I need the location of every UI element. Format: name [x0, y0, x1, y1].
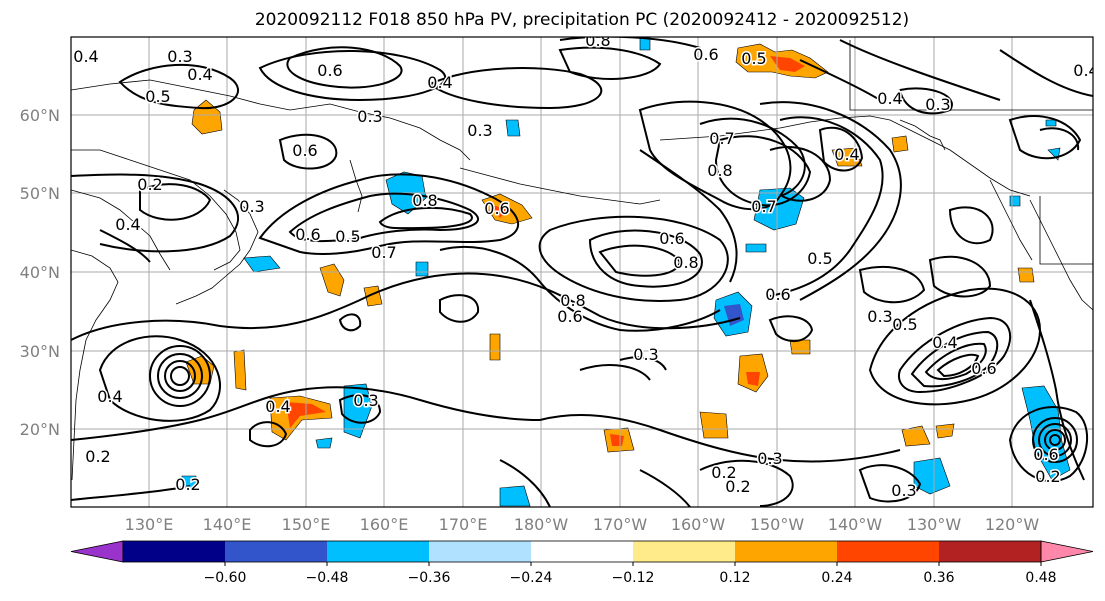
contour-label: 0.6: [765, 285, 790, 304]
contour-label: 0.3: [353, 391, 378, 410]
lon-label: 150°E: [282, 515, 331, 534]
contour-label: 0.6: [292, 141, 317, 160]
contour-label: 0.2: [137, 175, 162, 194]
contour-label: 0.6: [484, 199, 509, 218]
colorbar-tick-label: −0.48: [306, 570, 349, 586]
contour-label: 0.7: [751, 197, 776, 216]
contour-label: 0.7: [709, 129, 734, 148]
colorbar-swatch: [735, 541, 838, 562]
colorbar-extend-low: [70, 540, 124, 563]
lon-label: 180°W: [514, 515, 569, 534]
contour-label: 0.8: [673, 253, 698, 272]
contour-label: 0.4: [427, 73, 452, 92]
colorbar-tick-label: −0.60: [204, 570, 247, 586]
contour-label: 0.7: [371, 243, 396, 262]
contour-label: 0.3: [467, 121, 492, 140]
contour-label: 0.8: [585, 31, 610, 50]
colorbar-tick-label: 0.48: [1025, 570, 1056, 586]
colorbar-swatch: [837, 541, 940, 562]
lat-label: 50°N: [20, 184, 60, 203]
colorbar-tick-label: 0.36: [923, 570, 954, 586]
colorbar-tick-label: 0.24: [821, 570, 852, 586]
lat-label: 40°N: [20, 263, 60, 282]
colorbar: −0.60 −0.48 −0.36 −0.24 −0.12 0.12 0.24 0.36 0.4…: [70, 540, 1094, 586]
lon-label: 120°W: [985, 515, 1040, 534]
contour-label: 0.2: [175, 475, 200, 494]
contour-label: 0.6: [557, 307, 582, 326]
contour-label: 0.2: [725, 477, 750, 496]
colorbar-swatch: [429, 541, 532, 562]
colorbar-outline: [122, 540, 1042, 563]
colorbar-extend-high: [1040, 540, 1094, 563]
contour-label: 0.3: [357, 107, 382, 126]
contour-label: 0.2: [1035, 467, 1060, 486]
colorbar-tick-label: −0.24: [510, 570, 553, 586]
lat-label: 30°N: [20, 342, 60, 361]
colorbar-swatch: [531, 541, 634, 562]
contour-label: 0.8: [412, 191, 437, 210]
gridlines: [71, 37, 1093, 507]
lon-label: 170°W: [593, 515, 648, 534]
contour-labels: 0.4 0.30.40.50.60.30.40.80.6 0.50.4 0.30.40…: [72, 31, 1098, 502]
contour-label: 0.8: [560, 291, 585, 310]
lat-label: 20°N: [20, 420, 60, 439]
contour-label: 0.6: [317, 61, 342, 80]
contour-label: 0.6: [971, 359, 996, 378]
contour-label: 0.6: [1033, 445, 1058, 464]
contour-label: 0.4: [97, 387, 122, 406]
colorbar-tick-label: −0.12: [612, 570, 655, 586]
contour-label: 0.2: [711, 463, 736, 482]
lon-label: 160°E: [360, 515, 409, 534]
contour-label: 0.6: [295, 225, 320, 244]
contour-label: 0.5: [741, 49, 766, 68]
contour-label: 0.4: [877, 89, 902, 108]
contour-label: 0.6: [693, 45, 718, 64]
contour-label: 0.4: [1073, 61, 1098, 80]
lon-label: 150°W: [750, 515, 805, 534]
lon-label: 160°W: [671, 515, 726, 534]
colorbar-swatch: [225, 541, 328, 562]
contour-label: 0.5: [892, 315, 917, 334]
contour-label: 0.3: [925, 95, 950, 114]
contour-label: 0.4: [265, 397, 290, 416]
lat-label: 60°N: [20, 106, 60, 125]
contour-label: 0.4: [932, 333, 957, 352]
lon-label: 170°E: [439, 515, 488, 534]
contour-label: 0.3: [633, 345, 658, 364]
coastlines: [71, 40, 1093, 481]
lon-label: 140°W: [828, 515, 883, 534]
colorbar-tick-label: −0.36: [408, 570, 451, 586]
contour-label: 0.3: [891, 481, 916, 500]
colorbar-swatch: [123, 541, 226, 562]
lon-label: 140°E: [203, 515, 252, 534]
contour-label: 0.5: [145, 87, 170, 106]
contour-label: 0.3: [167, 47, 192, 66]
contour-label: 0.4: [187, 65, 212, 84]
map-frame: [70, 36, 1094, 508]
contour-label: 0.3: [757, 449, 782, 468]
contour-label: 0.4: [115, 215, 140, 234]
colorbar-swatch: [939, 541, 1042, 562]
contour-label: 0.5: [335, 227, 360, 246]
longitude-labels: 130°E 140°E 150°E 160°E 170°E 180°W 170°…: [125, 515, 1040, 534]
contour-label: 0.2: [85, 447, 110, 466]
map-title: 2020092112 F018 850 hPa PV, precipitatio…: [255, 10, 909, 30]
contour-label: 0.4: [834, 145, 859, 164]
contour-label: 0.8: [707, 161, 732, 180]
colorbar-swatch: [633, 541, 736, 562]
contour-label: 0.6: [659, 229, 684, 248]
lon-label: 130°E: [125, 515, 174, 534]
lon-label: 130°W: [907, 515, 962, 534]
contour-label: 0.3: [239, 197, 264, 216]
contour-label: 0.4: [73, 47, 98, 66]
colorbar-swatch: [327, 541, 430, 562]
colorbar-tick-label: 0.12: [719, 570, 750, 586]
contour-label: 0.3: [867, 307, 892, 326]
contour-label: 0.5: [807, 249, 832, 268]
latitude-labels: 60°N 50°N 40°N 30°N 20°N: [20, 106, 60, 439]
